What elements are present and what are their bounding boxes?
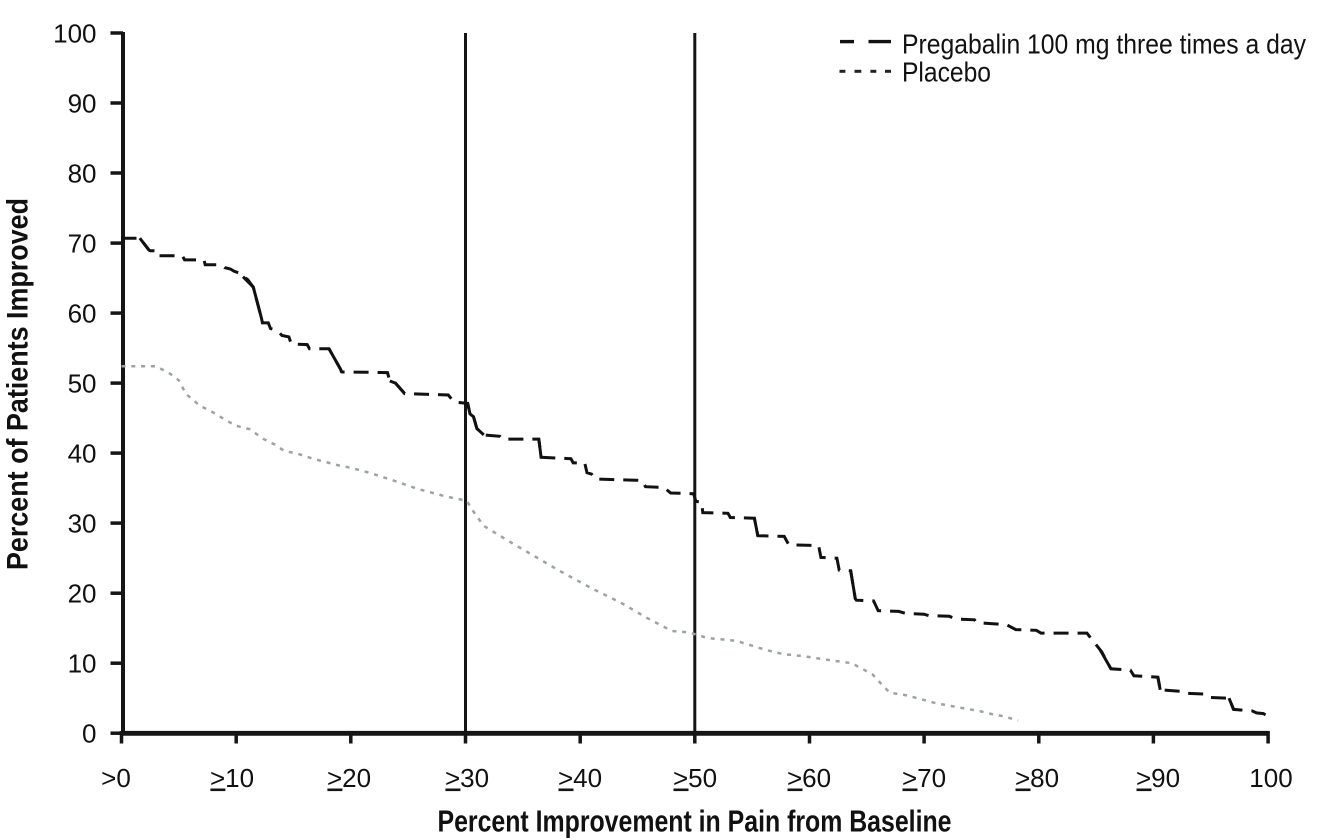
svg-text:Placebo: Placebo (902, 57, 991, 88)
svg-text:>50: >50 (673, 763, 717, 793)
svg-text:50: 50 (68, 368, 97, 398)
svg-text:Pregabalin 100 mg three times: Pregabalin 100 mg three times a day (902, 29, 1306, 60)
svg-text:60: 60 (68, 298, 97, 328)
svg-text:>90: >90 (1136, 763, 1180, 793)
svg-text:>20: >20 (327, 763, 371, 793)
svg-text:10: 10 (68, 649, 97, 679)
svg-text:80: 80 (68, 158, 97, 188)
svg-text:>80: >80 (1015, 763, 1059, 793)
svg-text:30: 30 (68, 508, 97, 538)
svg-text:0: 0 (82, 719, 96, 749)
svg-text:>60: >60 (787, 763, 831, 793)
svg-text:Percent of Patients Improved: Percent of Patients Improved (2, 198, 35, 570)
svg-text:20: 20 (68, 579, 97, 609)
svg-text:70: 70 (68, 228, 97, 258)
svg-text:Percent Improvement in Pain fr: Percent Improvement in Pain from Baselin… (438, 804, 952, 839)
svg-text:100: 100 (53, 18, 96, 48)
svg-text:>0: >0 (101, 763, 131, 793)
svg-text:>30: >30 (445, 763, 489, 793)
svg-text:40: 40 (68, 438, 97, 468)
svg-text:90: 90 (68, 88, 97, 118)
svg-text:>70: >70 (902, 763, 946, 793)
svg-text:>40: >40 (558, 763, 602, 793)
svg-text:>10: >10 (210, 763, 254, 793)
svg-text:100: 100 (1249, 763, 1292, 793)
